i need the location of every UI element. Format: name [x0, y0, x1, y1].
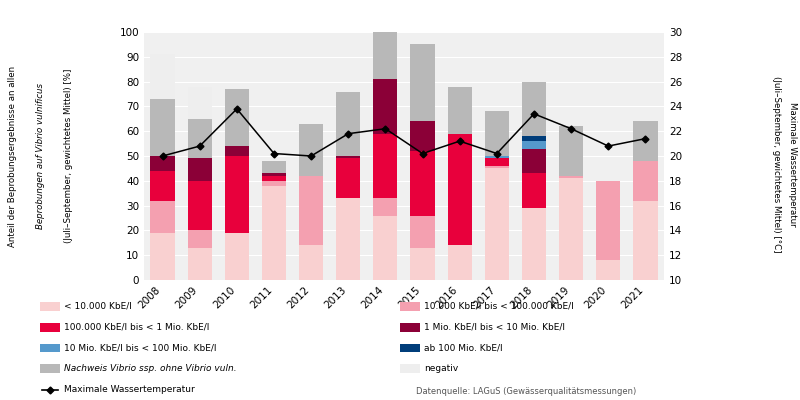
Bar: [559, 176, 583, 178]
Bar: [150, 171, 174, 201]
Bar: [448, 245, 472, 280]
Bar: [150, 99, 174, 156]
Bar: [634, 121, 658, 161]
Bar: [522, 148, 546, 173]
Bar: [410, 121, 434, 151]
Bar: [410, 151, 434, 216]
Bar: [410, 44, 434, 121]
Bar: [485, 111, 509, 156]
Bar: [150, 54, 174, 99]
Bar: [225, 146, 249, 156]
Bar: [559, 178, 583, 280]
Text: negativ: negativ: [424, 364, 458, 373]
Bar: [188, 119, 212, 158]
Text: Nachweis Vibrio ssp. ohne Vibrio vuln.: Nachweis Vibrio ssp. ohne Vibrio vuln.: [64, 364, 237, 373]
Bar: [522, 136, 546, 141]
Bar: [559, 126, 583, 176]
Bar: [596, 260, 620, 280]
Bar: [262, 161, 286, 173]
Bar: [299, 176, 323, 245]
Text: (Juli–September, gewichtetes Mittel) [°C]: (Juli–September, gewichtetes Mittel) [°C…: [771, 76, 781, 252]
Bar: [336, 92, 360, 156]
Bar: [336, 198, 360, 280]
Bar: [188, 158, 212, 181]
Bar: [485, 166, 509, 168]
Bar: [262, 173, 286, 176]
Bar: [485, 158, 509, 166]
Bar: [485, 156, 509, 158]
Text: 100.000 KbE/l bis < 1 Mio. KbE/l: 100.000 KbE/l bis < 1 Mio. KbE/l: [64, 323, 210, 332]
Bar: [188, 86, 212, 119]
Text: ab 100 Mio. KbE/l: ab 100 Mio. KbE/l: [424, 344, 502, 352]
Bar: [522, 208, 546, 280]
Text: < 10.000 KbE/l: < 10.000 KbE/l: [64, 302, 132, 311]
Bar: [336, 156, 360, 158]
Text: 1 Mio. KbE/l bis < 10 Mio. KbE/l: 1 Mio. KbE/l bis < 10 Mio. KbE/l: [424, 323, 565, 332]
Bar: [522, 82, 546, 136]
Bar: [522, 173, 546, 208]
Text: Maximale Wassertemperatur: Maximale Wassertemperatur: [64, 385, 194, 394]
Bar: [188, 248, 212, 280]
Bar: [374, 216, 398, 280]
Bar: [374, 79, 398, 134]
Bar: [374, 134, 398, 198]
Text: Beprobungen auf Vibrio vulnificus: Beprobungen auf Vibrio vulnificus: [36, 83, 45, 229]
Text: Maximale Wassertemperatur: Maximale Wassertemperatur: [787, 102, 797, 226]
Bar: [299, 124, 323, 176]
Bar: [522, 141, 546, 148]
Bar: [410, 216, 434, 248]
Bar: [150, 233, 174, 280]
Bar: [634, 201, 658, 280]
Bar: [262, 186, 286, 280]
Text: 10 Mio. KbE/l bis < 100 Mio. KbE/l: 10 Mio. KbE/l bis < 100 Mio. KbE/l: [64, 344, 217, 352]
Bar: [188, 181, 212, 230]
Bar: [225, 156, 249, 233]
Bar: [150, 156, 174, 171]
Bar: [410, 248, 434, 280]
Bar: [448, 134, 472, 245]
Bar: [188, 230, 212, 248]
Bar: [374, 32, 398, 79]
Bar: [262, 176, 286, 181]
Bar: [374, 198, 398, 216]
Bar: [596, 181, 620, 260]
Bar: [448, 86, 472, 134]
Text: (Juli–September, gewichtetes Mittel) [%]: (Juli–September, gewichtetes Mittel) [%]: [64, 69, 73, 243]
Bar: [634, 161, 658, 201]
Text: 10.000 KbE/l bis < 100.000 KbE/l: 10.000 KbE/l bis < 100.000 KbE/l: [424, 302, 574, 311]
Bar: [262, 181, 286, 186]
Bar: [299, 245, 323, 280]
Bar: [150, 201, 174, 233]
Bar: [225, 233, 249, 280]
Text: Datenquelle: LAGuS (Gewässerqualitätsmessungen): Datenquelle: LAGuS (Gewässerqualitätsmes…: [416, 387, 636, 396]
Bar: [225, 89, 249, 146]
Text: Anteil der Beprobungsergebnisse an allen: Anteil der Beprobungsergebnisse an allen: [8, 66, 17, 246]
Bar: [336, 158, 360, 198]
Bar: [485, 168, 509, 280]
